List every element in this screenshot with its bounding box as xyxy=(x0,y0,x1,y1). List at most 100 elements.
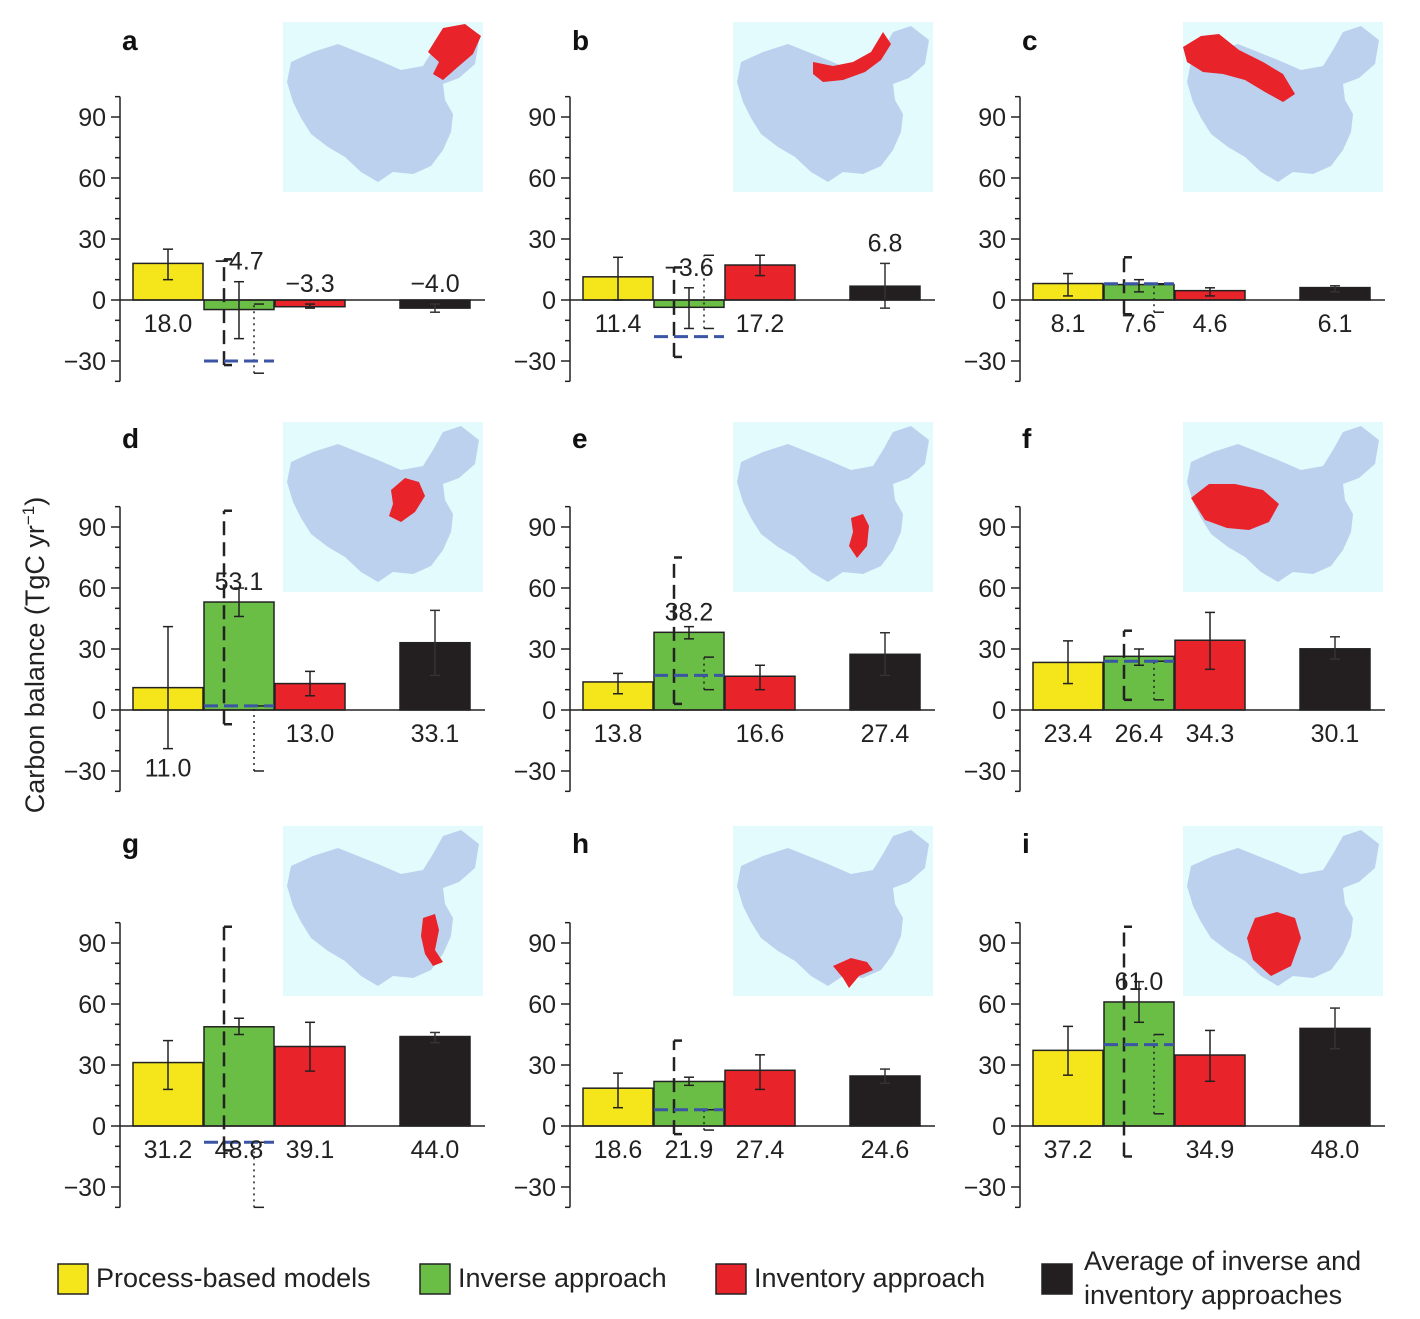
value-label: −3.3 xyxy=(285,270,334,298)
panel-letter: a xyxy=(122,25,138,56)
map-highlight-region xyxy=(428,24,481,80)
y-tick-label: 90 xyxy=(78,104,106,132)
value-label: 27.4 xyxy=(861,720,910,748)
value-label: 18.6 xyxy=(594,1136,643,1164)
y-tick-label: 30 xyxy=(978,1052,1006,1080)
legend-swatch xyxy=(57,1263,89,1295)
y-tick-label: −30 xyxy=(514,348,556,376)
legend-swatch xyxy=(1041,1263,1073,1295)
y-tick-label: 0 xyxy=(992,1113,1006,1141)
map-inset-h xyxy=(733,826,933,996)
value-label: 11.4 xyxy=(595,310,642,338)
value-label: −3.6 xyxy=(664,254,713,282)
map-inset-e xyxy=(733,422,933,592)
panel-letter: e xyxy=(572,423,588,454)
y-tick-label: 60 xyxy=(528,991,556,1019)
y-tick-label: 90 xyxy=(978,514,1006,542)
value-label: 34.3 xyxy=(1186,720,1235,748)
y-tick-label: 0 xyxy=(542,287,556,315)
legend-item: Average of inverse and inventory approach… xyxy=(1041,1246,1361,1310)
value-label: 37.2 xyxy=(1044,1136,1093,1164)
value-label: 6.1 xyxy=(1318,310,1353,338)
bar-average xyxy=(849,1075,921,1127)
y-tick-label: 60 xyxy=(978,991,1006,1019)
panel-e: e 90 60 30 0 −30 13.8 38.2 16.6 27.4 xyxy=(514,422,935,793)
y-tick-label: 0 xyxy=(992,287,1006,315)
legend-swatch xyxy=(419,1263,451,1295)
y-tick-label: 60 xyxy=(78,991,106,1019)
y-tick-label: 90 xyxy=(528,104,556,132)
value-label: 30.1 xyxy=(1311,720,1360,748)
value-label: 13.0 xyxy=(286,720,335,748)
y-tick-label: 60 xyxy=(978,575,1006,603)
map-land xyxy=(287,26,479,182)
y-tick-label: 30 xyxy=(78,636,106,664)
panel-d: d 90 60 30 0 −30 11.0 53.1 13.0 33.1 xyxy=(64,422,485,793)
value-label: 13.8 xyxy=(594,720,643,748)
y-tick-label: 30 xyxy=(978,636,1006,664)
y-tick-label: 90 xyxy=(78,514,106,542)
value-label: 33.1 xyxy=(411,720,460,748)
y-tick-label: 0 xyxy=(92,1113,106,1141)
value-label: 53.1 xyxy=(215,568,264,596)
y-axis-label: Carbon balance (TgC yr−1) xyxy=(19,497,50,814)
legend-label: Inverse approach xyxy=(458,1263,667,1293)
value-label: 48.8 xyxy=(215,1136,264,1164)
value-label: 44.0 xyxy=(411,1136,460,1164)
map-highlight-region xyxy=(833,958,873,988)
y-tick-label: 0 xyxy=(542,697,556,725)
panel-a: a 90 60 30 0 −30 18.0 −4.7 −3.3 −4.0 xyxy=(64,22,485,383)
panel-letter: h xyxy=(572,828,589,859)
y-tick-label: 30 xyxy=(78,1052,106,1080)
value-label: 39.1 xyxy=(286,1136,335,1164)
map-inset-c xyxy=(1183,22,1383,192)
legend-label: Average of inverse and xyxy=(1084,1246,1361,1276)
bar-inverse xyxy=(653,1080,725,1127)
y-tick-label: 90 xyxy=(978,104,1006,132)
y-tick-label: 0 xyxy=(92,697,106,725)
panel-g: g 90 60 30 0 −30 31.2 48.8 39.1 44.0 xyxy=(64,826,485,1209)
map-land xyxy=(1187,426,1379,582)
y-tick-label: −30 xyxy=(64,348,106,376)
y-tick-label: 90 xyxy=(978,930,1006,958)
y-tick-label: −30 xyxy=(964,348,1006,376)
y-tick-label: 60 xyxy=(978,165,1006,193)
value-label: 23.4 xyxy=(1044,720,1093,748)
panel-letter: f xyxy=(1022,423,1032,454)
value-label: 21.9 xyxy=(665,1136,714,1164)
value-label: 17.2 xyxy=(736,310,785,338)
bar-inverse xyxy=(203,1026,275,1127)
map-land xyxy=(737,26,929,182)
map-land xyxy=(1187,830,1379,986)
map-highlight-region xyxy=(421,914,443,966)
bar-average xyxy=(399,1035,471,1127)
y-tick-label: 0 xyxy=(542,1113,556,1141)
y-tick-label: 90 xyxy=(78,930,106,958)
map-highlight-region xyxy=(1183,34,1295,102)
legend-item: Inventory approach xyxy=(715,1263,985,1295)
y-tick-label: 90 xyxy=(528,930,556,958)
panel-letter: c xyxy=(1022,25,1038,56)
value-label: 24.6 xyxy=(861,1136,910,1164)
value-label: 8.1 xyxy=(1051,310,1086,338)
map-highlight-region xyxy=(1247,912,1301,976)
y-tick-label: −30 xyxy=(64,1174,106,1202)
legend-swatch xyxy=(715,1263,747,1295)
value-label: 7.6 xyxy=(1122,310,1157,338)
y-tick-label: 0 xyxy=(92,287,106,315)
y-tick-label: 30 xyxy=(528,636,556,664)
map-inset-g xyxy=(283,826,483,996)
y-tick-label: −30 xyxy=(964,1174,1006,1202)
value-label: 11.0 xyxy=(145,755,192,783)
panel-h: h 90 60 30 0 −30 18.6 21.9 27.4 24.6 xyxy=(514,826,935,1209)
map-inset-f xyxy=(1183,422,1383,592)
panel-letter: i xyxy=(1022,828,1030,859)
y-tick-label: −30 xyxy=(964,758,1006,786)
y-tick-label: 60 xyxy=(528,575,556,603)
bar-inverse xyxy=(653,631,725,711)
y-tick-label: 0 xyxy=(992,697,1006,725)
map-inset-b xyxy=(733,22,933,192)
panel-b: b 90 60 30 0 −30 11.4 −3.6 17.2 6.8 xyxy=(514,22,935,383)
